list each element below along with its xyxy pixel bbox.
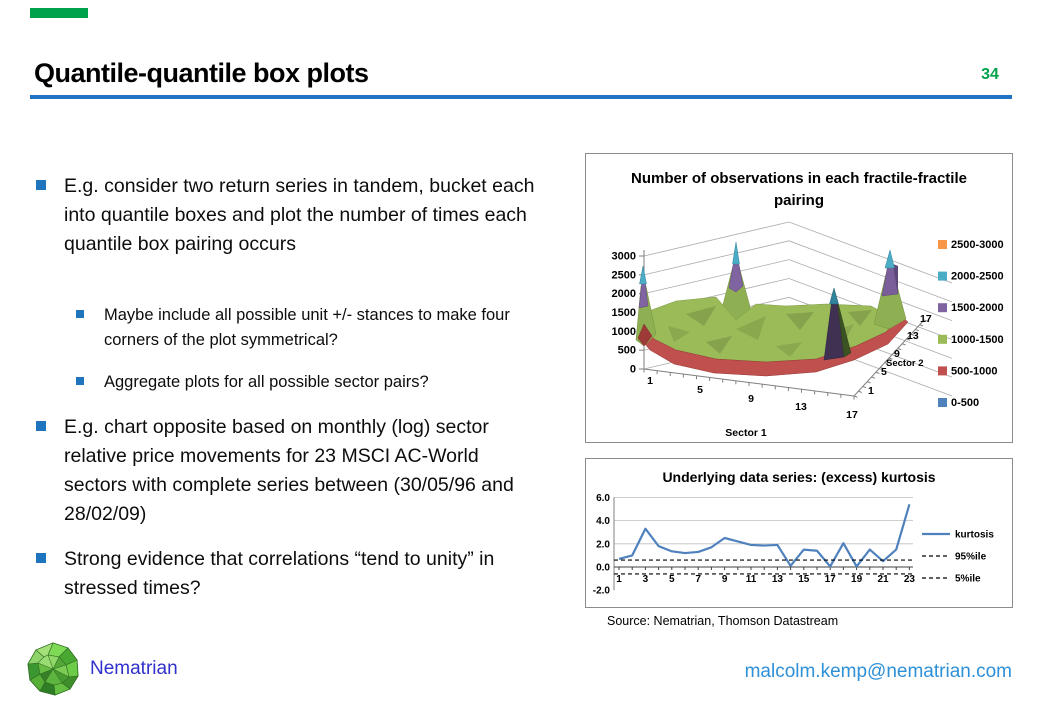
svg-text:7: 7 [695,574,701,585]
svg-text:3000: 3000 [612,251,636,263]
surface-chart-title: Number of observations in each fractile-… [631,170,967,209]
svg-text:1000: 1000 [612,326,636,338]
svg-text:kurtosis: kurtosis [955,530,994,541]
kurtosis-chart-plot: 6.04.02.00.0-2.01 3 5 7 9 11 13 15 17 19 21 23kurto… [593,493,995,597]
svg-text:500-1000: 500-1000 [951,365,998,377]
svg-text:13: 13 [795,401,807,413]
svg-text:2000-2500: 2000-2500 [951,271,1004,283]
svg-text:15: 15 [798,574,810,585]
title-rule [30,95,1012,99]
kurtosis-chart-title: Underlying data series: (excess) kurtosi… [662,469,936,485]
bullet-item: E.g. consider two return series in tande… [36,172,556,259]
bullet-square-icon [36,421,46,431]
svg-text:1: 1 [616,574,622,585]
nematrian-logo-icon [27,642,79,696]
bullet-text: E.g. consider two return series in tande… [64,175,535,255]
bullet-item: Aggregate plots for all possible sector … [76,370,596,395]
bullet-item: Maybe include all possible unit +/- stan… [76,303,596,353]
svg-text:9: 9 [894,348,900,360]
bullet-item: Strong evidence that correlations “tend … [36,545,556,603]
bullet-square-icon [76,377,84,385]
svg-text:19: 19 [851,574,863,585]
svg-text:11: 11 [746,574,757,585]
svg-text:13: 13 [907,330,919,342]
svg-text:21: 21 [877,574,889,585]
svg-text:500: 500 [618,345,636,357]
brand-name: Nematrian [90,658,178,679]
svg-text:4.0: 4.0 [596,516,610,527]
svg-text:9: 9 [722,574,728,585]
svg-text:17: 17 [920,313,932,325]
svg-text:5: 5 [697,384,703,396]
surface-chart-plot: 05001000150020002500300015913171591317Se… [612,221,1004,439]
bullet-square-icon [36,180,46,190]
bullet-text: Aggregate plots for all possible sector … [104,373,429,391]
svg-text:Sector 2: Sector 2 [886,358,924,369]
bullet-square-icon [36,553,46,563]
svg-text:17: 17 [846,409,858,421]
svg-text:2.0: 2.0 [596,539,610,550]
bullet-item: E.g. chart opposite based on monthly (lo… [36,413,556,529]
svg-text:2000: 2000 [612,288,636,300]
page-number: 34 [981,66,999,83]
svg-text:2500-3000: 2500-3000 [951,239,1004,251]
bullet-text: Strong evidence that correlations “tend … [64,548,495,599]
surface-chart: Number of observations in each fractile-… [585,153,1013,443]
svg-text:9: 9 [748,393,754,405]
svg-text:1500-2000: 1500-2000 [951,302,1004,314]
svg-text:1000-1500: 1000-1500 [951,334,1004,346]
svg-text:23: 23 [904,574,916,585]
svg-text:95%ile: 95%ile [955,552,987,563]
svg-text:1500: 1500 [612,307,636,319]
svg-text:2500: 2500 [612,269,636,281]
source-note: Source: Nematrian, Thomson Datastream [607,614,839,628]
svg-text:6.0: 6.0 [596,493,610,504]
svg-text:5%ile: 5%ile [955,574,981,585]
bullet-square-icon [76,310,84,318]
svg-text:Sector 1: Sector 1 [725,427,767,439]
svg-text:-2.0: -2.0 [593,586,611,597]
bullet-text: E.g. chart opposite based on monthly (lo… [64,416,514,525]
svg-text:0.0: 0.0 [596,563,610,574]
svg-text:17: 17 [825,574,837,585]
svg-text:0: 0 [630,364,636,376]
contact-email-link[interactable]: malcolm.kemp@nematrian.com [744,661,1012,682]
page-title: Quantile-quantile box plots [34,58,369,88]
svg-text:5: 5 [669,574,675,585]
svg-text:5: 5 [881,366,887,378]
svg-text:0-500: 0-500 [951,397,979,409]
corner-accent-bar [30,8,88,18]
svg-text:1: 1 [647,375,653,387]
kurtosis-chart: Underlying data series: (excess) kurtosi… [585,458,1013,608]
svg-text:13: 13 [772,574,784,585]
bullet-text: Maybe include all possible unit +/- stan… [104,306,510,349]
svg-text:3: 3 [643,574,649,585]
svg-text:1: 1 [868,385,874,397]
